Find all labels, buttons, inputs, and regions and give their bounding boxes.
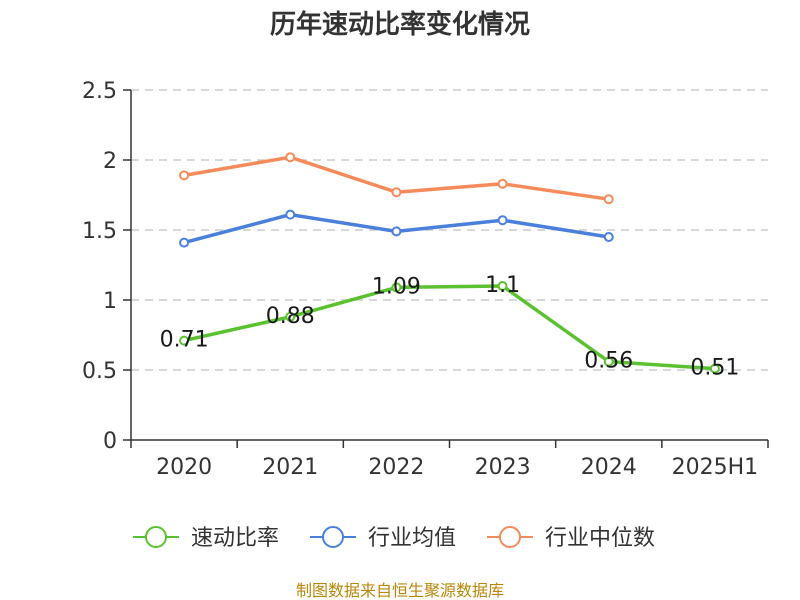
y-tick-label: 2.5 xyxy=(82,79,117,104)
x-tick-label: 2024 xyxy=(581,455,637,480)
data-label: 1.1 xyxy=(485,273,520,298)
data-labels: 0.71 0.88 1.09 1.1 0.56 0.51 xyxy=(160,273,740,381)
legend-marker xyxy=(322,526,344,548)
x-tick-label: 2025H1 xyxy=(672,455,759,480)
data-point xyxy=(391,282,402,293)
y-tick-label: 1 xyxy=(103,289,117,314)
data-label: 0.51 xyxy=(690,356,739,381)
data-point xyxy=(285,209,296,220)
legend-marker xyxy=(499,526,521,548)
x-tick-label: 2021 xyxy=(262,455,318,480)
data-point xyxy=(603,356,614,367)
x-tick-label: 2023 xyxy=(475,455,531,480)
data-point xyxy=(709,363,720,374)
legend-label: 行业中位数 xyxy=(545,526,655,551)
legend-label: 行业均值 xyxy=(368,526,456,551)
data-label: 0.56 xyxy=(584,349,633,374)
data-label: 0.71 xyxy=(160,328,209,353)
x-tick-label: 2022 xyxy=(368,455,424,480)
data-point xyxy=(285,152,296,163)
plot-area xyxy=(179,152,720,374)
legend-marker xyxy=(145,526,167,548)
data-label: 1.09 xyxy=(372,274,421,299)
x-tick-label: 2020 xyxy=(156,455,212,480)
data-point xyxy=(391,226,402,237)
data-label: 0.88 xyxy=(266,304,315,329)
data-point xyxy=(603,194,614,205)
data-point xyxy=(497,215,508,226)
data-point xyxy=(603,232,614,242)
data-point xyxy=(179,170,190,181)
data-point xyxy=(179,237,190,248)
data-point xyxy=(497,178,508,189)
data-point xyxy=(179,335,190,346)
legend-label: 速动比率 xyxy=(191,526,279,551)
data-point xyxy=(391,187,402,198)
legend: 速动比率 行业均值 行业中位数 xyxy=(133,526,655,551)
data-point xyxy=(285,311,296,322)
data-point xyxy=(497,281,508,291)
source-note: 制图数据来自恒生聚源数据库 xyxy=(296,581,504,600)
y-tick-label: 0 xyxy=(103,429,117,454)
chart-title: 历年速动比率变化情况 xyxy=(270,9,530,40)
y-tick-label: 1.5 xyxy=(82,219,117,244)
y-tick-label: 2 xyxy=(103,149,117,174)
series-line xyxy=(183,284,716,371)
y-tick-label: 0.5 xyxy=(82,359,117,384)
